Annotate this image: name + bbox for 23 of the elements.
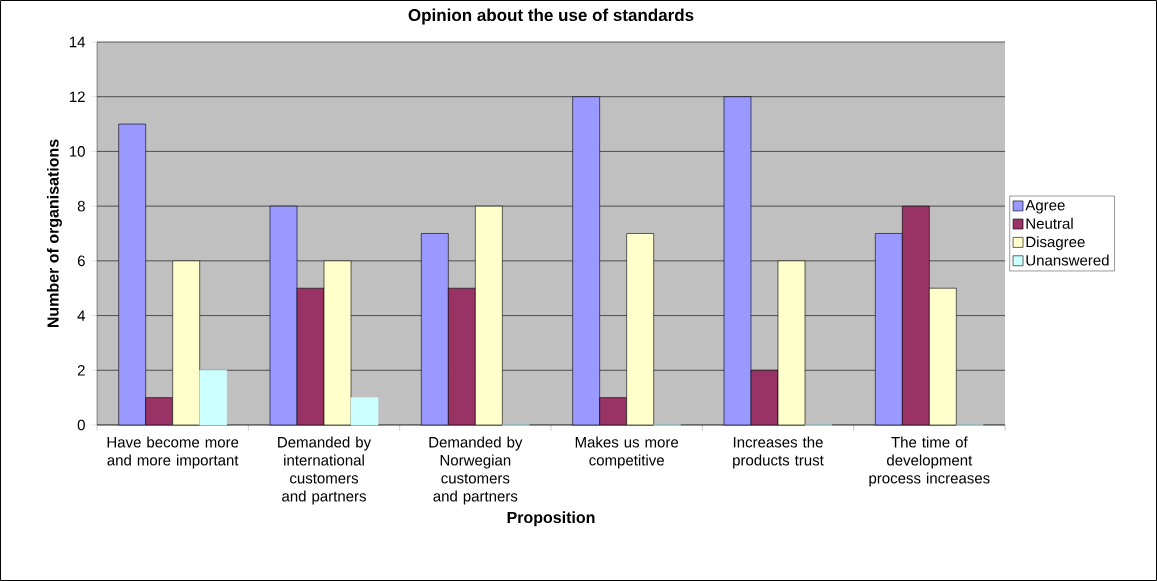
x-tick-label: Makes us more competitive — [575, 436, 679, 469]
y-axis-title: Number of organisations — [46, 139, 62, 328]
y-tick-label: 6 — [77, 255, 85, 267]
bar — [350, 397, 379, 426]
legend-label: Agree — [1025, 200, 1065, 214]
x-tick-label: Demanded by Norwegian customers and partners — [429, 436, 523, 505]
x-tick-label: Demanded by international customers and partners — [278, 436, 372, 505]
x-tick-label: Have become more and more important — [107, 436, 239, 469]
y-tick-label: 10 — [69, 146, 85, 157]
legend-label: Unanswered — [1026, 254, 1109, 266]
y-tick-label: 14 — [69, 36, 86, 48]
legend-label: Disagree — [1026, 236, 1085, 251]
y-tick-label: 8 — [77, 200, 85, 212]
y-tick-label: 2 — [77, 365, 85, 376]
y-tick-label: 4 — [77, 310, 86, 321]
legend-label: Neutral — [1026, 217, 1073, 229]
y-tick-label: 0 — [77, 419, 85, 431]
y-tick-label: 12 — [69, 91, 85, 102]
chart-title: Opinion about the use of standards — [408, 8, 694, 25]
bar — [199, 369, 227, 426]
x-tick-label: Increases the products trust — [733, 436, 824, 469]
x-axis-title: Proposition — [507, 511, 595, 527]
x-tick-label: The time of development process increases — [869, 436, 990, 487]
